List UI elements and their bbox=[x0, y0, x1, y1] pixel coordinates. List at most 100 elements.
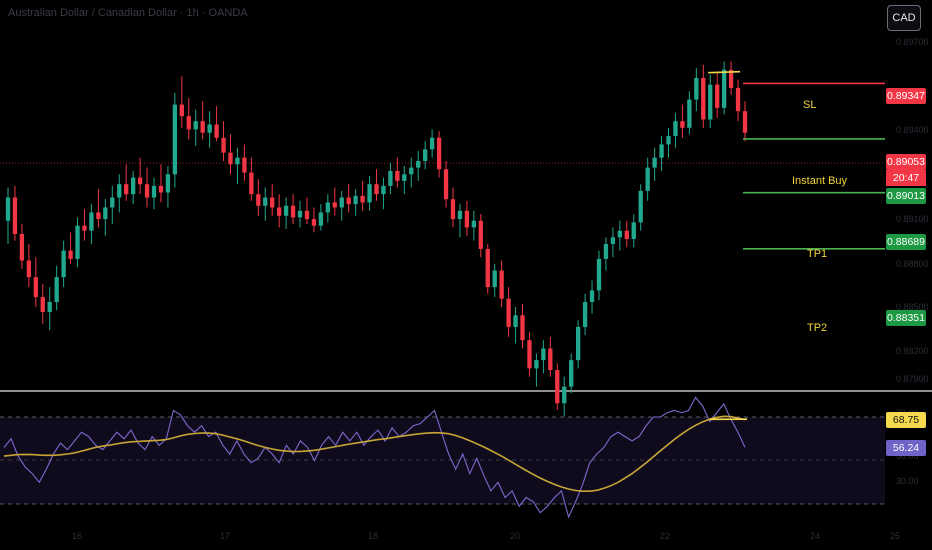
currency-button[interactable]: CAD bbox=[887, 5, 921, 31]
candle-body bbox=[54, 277, 59, 303]
candle-body bbox=[485, 248, 490, 288]
candle-body bbox=[617, 230, 623, 238]
candle-body bbox=[242, 157, 247, 173]
candle-body bbox=[110, 197, 115, 208]
candle-body bbox=[520, 315, 525, 341]
candle-body bbox=[659, 144, 664, 158]
candle-body bbox=[541, 348, 546, 361]
candle-body bbox=[499, 270, 504, 299]
candle-body bbox=[297, 210, 303, 218]
candle-body bbox=[325, 202, 330, 213]
candle-body bbox=[381, 185, 386, 195]
candle-body bbox=[728, 69, 734, 88]
candle-body bbox=[721, 69, 727, 108]
candle-body bbox=[283, 205, 289, 216]
tp2-label: TP2 bbox=[807, 322, 828, 334]
candle-body bbox=[708, 84, 713, 120]
candle-body bbox=[645, 167, 650, 191]
candle-body bbox=[207, 124, 212, 133]
candle-body bbox=[409, 167, 414, 175]
time-tick: 20 bbox=[510, 531, 521, 541]
price-tick: 0.88500 bbox=[896, 302, 929, 312]
rsi-series bbox=[3, 396, 748, 519]
candle-body bbox=[416, 160, 421, 168]
candle-body bbox=[492, 270, 497, 288]
time-tick: 24 bbox=[810, 531, 821, 541]
candle-body bbox=[33, 277, 38, 298]
candle-body bbox=[436, 137, 442, 170]
candle-body bbox=[311, 219, 317, 226]
candle-body bbox=[235, 157, 240, 165]
candle-body bbox=[19, 234, 25, 261]
stop-loss-label: SL bbox=[803, 99, 817, 111]
candle-body bbox=[277, 207, 282, 216]
candle-body bbox=[26, 260, 32, 278]
candle-body bbox=[137, 177, 143, 185]
bar-countdown: 20:47 bbox=[886, 170, 926, 186]
candle-body bbox=[96, 212, 101, 220]
candle-body bbox=[735, 87, 741, 112]
candle-body bbox=[75, 225, 80, 259]
candle-body bbox=[270, 197, 275, 208]
candle-body bbox=[429, 137, 435, 150]
candle-body bbox=[582, 302, 588, 327]
candle-body bbox=[256, 194, 261, 206]
candle-body bbox=[214, 124, 219, 138]
candle-body bbox=[304, 210, 310, 220]
candle-body bbox=[562, 386, 567, 404]
candle-body bbox=[263, 197, 268, 206]
candle-body bbox=[367, 184, 372, 203]
candle-body bbox=[318, 212, 324, 226]
candle-body bbox=[353, 195, 358, 205]
rsi-ma-line bbox=[3, 415, 746, 493]
price-tick: 0.87900 bbox=[896, 374, 929, 384]
candle-body bbox=[47, 302, 52, 312]
entry-price-tag: 0.89013 bbox=[886, 188, 926, 204]
rsi-value-tag: 56.24 bbox=[886, 440, 926, 456]
candle-body bbox=[228, 152, 233, 165]
candle-body bbox=[464, 210, 470, 228]
time-tick: 22 bbox=[660, 531, 671, 541]
rsi-ma-value-tag: 68.75 bbox=[886, 412, 926, 428]
candle-body bbox=[165, 174, 171, 193]
candle-body bbox=[68, 250, 73, 259]
candle-body bbox=[569, 360, 574, 387]
candle-body bbox=[193, 121, 198, 130]
candle-body bbox=[534, 360, 539, 369]
candle-body bbox=[12, 197, 18, 234]
instant-buy-label: Instant Buy bbox=[792, 175, 848, 187]
candle-body bbox=[124, 184, 129, 195]
candle-body bbox=[555, 370, 560, 404]
tp1-price-tag: 0.88689 bbox=[886, 234, 926, 250]
candle-body bbox=[471, 220, 476, 228]
candle-body bbox=[374, 184, 379, 195]
candle-body bbox=[61, 250, 66, 278]
last-price-tag: 0.89053 bbox=[886, 154, 926, 170]
candle-body bbox=[395, 170, 400, 181]
candle-body bbox=[172, 104, 178, 175]
time-tick: 18 bbox=[368, 531, 379, 541]
candlestick-series bbox=[5, 61, 748, 417]
time-tick: 16 bbox=[72, 531, 83, 541]
rsi-tick: 50.00 bbox=[896, 451, 919, 461]
candle-body bbox=[603, 243, 609, 259]
candle-body bbox=[423, 149, 428, 161]
candle-body bbox=[652, 157, 657, 168]
candle-body bbox=[130, 177, 136, 195]
guide-lines bbox=[0, 162, 932, 505]
symbol-title: Australian Dollar / Canadian Dollar · 1h… bbox=[8, 7, 248, 19]
candle-body bbox=[443, 169, 449, 200]
candle-body bbox=[610, 237, 616, 244]
candle-body bbox=[680, 121, 685, 128]
candle-body bbox=[290, 205, 296, 218]
time-tick: 25 bbox=[890, 531, 901, 541]
candle-body bbox=[402, 174, 407, 181]
price-divergence-trendline bbox=[708, 70, 741, 74]
candle-body bbox=[151, 185, 157, 198]
candle-body bbox=[450, 199, 456, 220]
tp2-price-tag: 0.88351 bbox=[886, 310, 926, 326]
candle-body bbox=[624, 230, 629, 239]
candle-body bbox=[103, 207, 108, 220]
candle-body bbox=[575, 326, 581, 361]
